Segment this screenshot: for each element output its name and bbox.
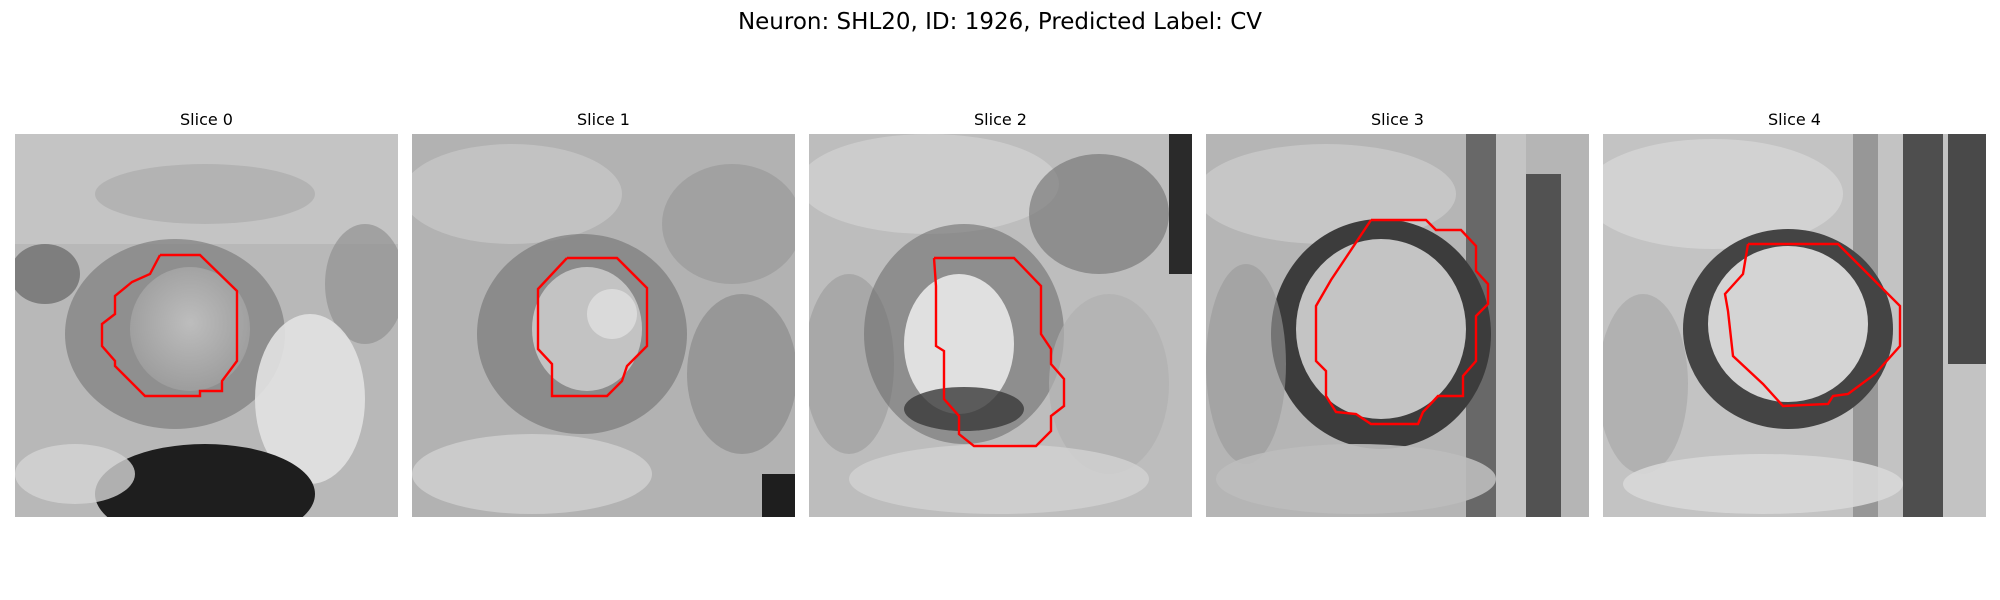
slice-panel-1: Slice 1: [412, 108, 795, 520]
slice-panel-4: Slice 4: [1603, 108, 1986, 520]
slice-panel-0: Slice 0: [15, 108, 398, 520]
slice-title-1: Slice 1: [577, 110, 630, 129]
slice-image-3: [1206, 134, 1589, 517]
slice-title-0: Slice 0: [180, 110, 233, 129]
neuron-outline-1: [536, 256, 649, 398]
neuron-outline-2: [932, 256, 1066, 448]
slice-title-2: Slice 2: [974, 110, 1027, 129]
slice-image-0: [15, 134, 398, 517]
slice-panel-3: Slice 3: [1206, 108, 1589, 520]
neuron-outline-0: [100, 253, 239, 398]
slice-panel-2: Slice 2: [809, 108, 1192, 520]
neuron-outline-3: [1314, 218, 1490, 426]
slice-title-3: Slice 3: [1371, 110, 1424, 129]
slice-image-1: [412, 134, 795, 517]
neuron-outline-4: [1723, 242, 1902, 408]
slice-title-4: Slice 4: [1768, 110, 1821, 129]
slice-image-2: [809, 134, 1192, 517]
figure-title: Neuron: SHL20, ID: 1926, Predicted Label…: [737, 9, 1263, 35]
slice-image-4: [1603, 134, 1986, 517]
